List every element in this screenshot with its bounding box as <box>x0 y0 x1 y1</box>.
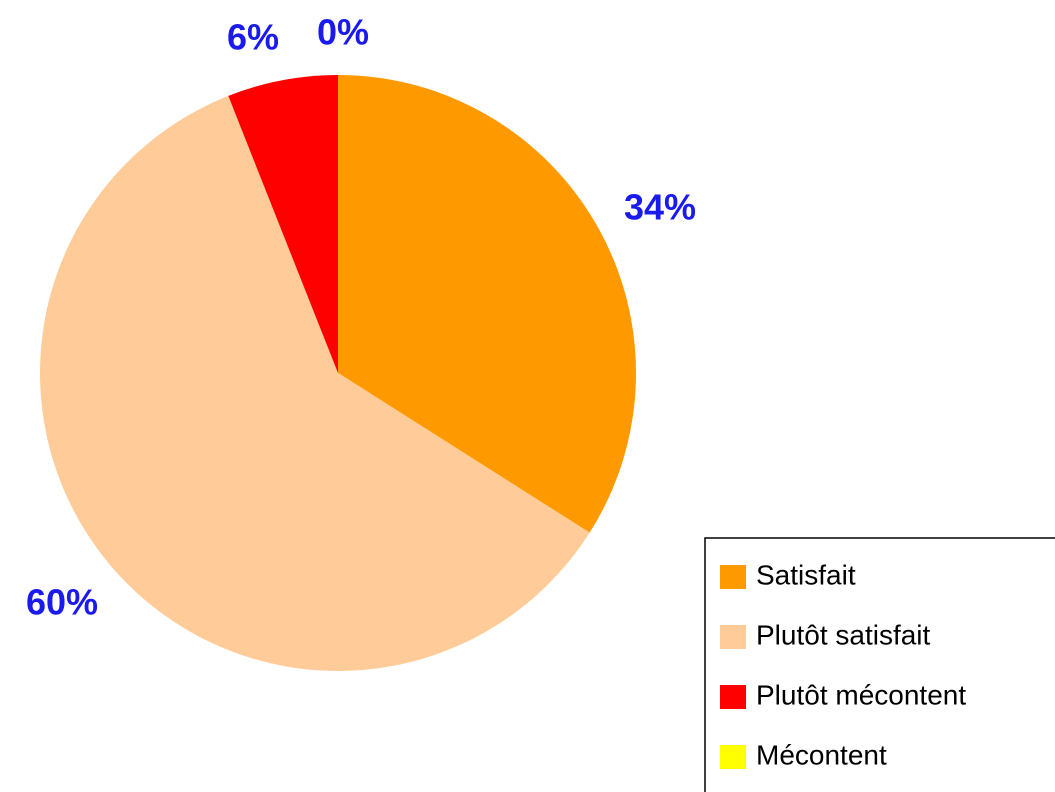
legend-swatch <box>720 565 746 589</box>
legend-label: Satisfait <box>756 559 856 590</box>
data-label: 60% <box>26 582 98 623</box>
legend-swatch <box>720 685 746 709</box>
legend-swatch <box>720 745 746 769</box>
legend-label: Plutôt mécontent <box>756 679 966 710</box>
legend-label: Plutôt satisfait <box>756 619 931 650</box>
data-label: 34% <box>624 187 696 228</box>
pie-slice <box>39 95 590 672</box>
pie-slice <box>228 75 338 373</box>
pie-slice <box>338 75 636 533</box>
legend-swatch <box>720 625 746 649</box>
data-label: 6% <box>227 17 279 58</box>
legend-box <box>704 537 1055 792</box>
legend-label: Mécontent <box>756 739 887 770</box>
data-label: 0% <box>317 12 369 53</box>
